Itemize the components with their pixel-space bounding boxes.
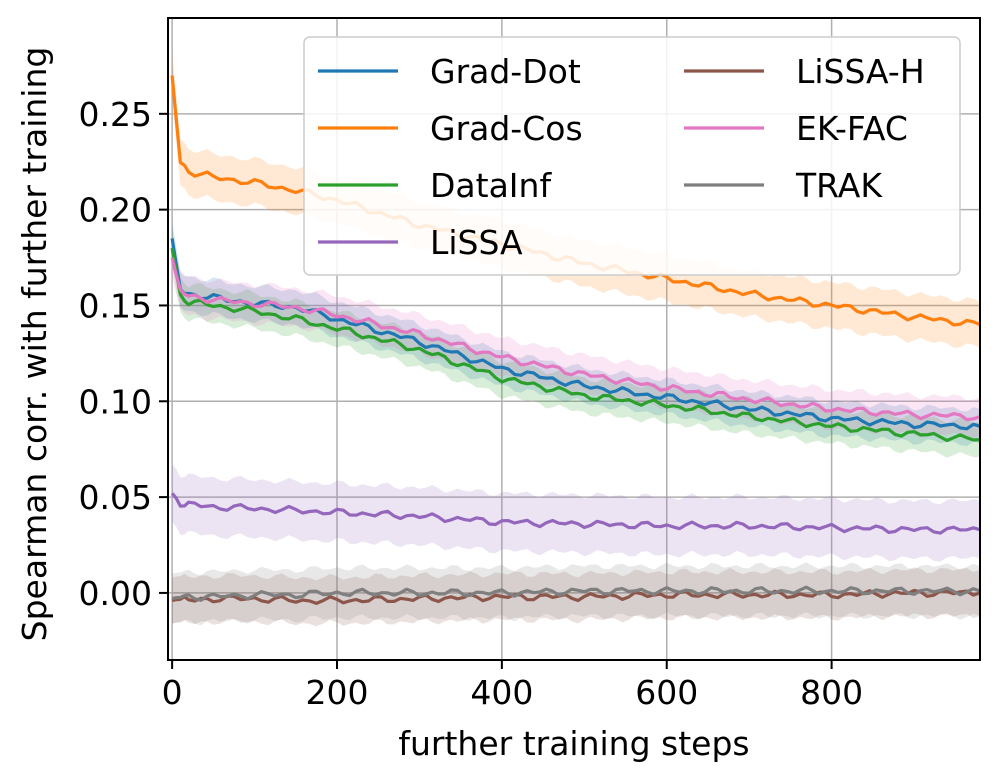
series-lines <box>170 75 981 606</box>
y-tick-label: 0.10 <box>79 382 152 421</box>
series-line-ek-fac <box>170 257 981 422</box>
y-tick-label: 0.00 <box>79 574 152 613</box>
x-tick-label: 400 <box>470 673 533 712</box>
legend-label-datainf: DataInf <box>430 166 552 205</box>
series-line-trak <box>171 585 981 602</box>
y-axis-ticks: 0.00 0.05 0.10 0.15 0.20 0.25 <box>79 95 168 613</box>
band-lissa <box>172 464 981 562</box>
band-trak <box>172 562 981 626</box>
series-line-lissa-h <box>171 588 981 606</box>
x-tick-label: 200 <box>305 673 368 712</box>
legend-label-trak: TRAK <box>795 166 883 205</box>
x-tick-label: 800 <box>800 673 863 712</box>
x-axis-label: further training steps <box>398 724 749 763</box>
series-line-datainf <box>170 247 981 443</box>
y-tick-label: 0.20 <box>79 191 152 230</box>
band-ek-fac <box>172 238 981 439</box>
y-tick-label: 0.25 <box>79 95 152 134</box>
series-line-lissa <box>170 492 981 535</box>
legend-label-lissa-h: LiSSA-H <box>796 52 925 91</box>
x-tick-label: 600 <box>635 673 698 712</box>
legend: Grad-Dot Grad-Cos DataInf LiSSA LiSSA-H EK-FA… <box>303 36 961 276</box>
y-tick-label: 0.15 <box>79 286 152 325</box>
legend-box <box>303 36 961 276</box>
y-axis-label: Spearman corr. with further training <box>15 47 54 642</box>
x-axis-ticks: 0 200 400 600 800 <box>162 660 863 712</box>
plot-frame <box>167 17 981 661</box>
legend-label-lissa: LiSSA <box>430 223 523 262</box>
y-tick-label: 0.05 <box>79 478 152 517</box>
legend-label-grad-cos: Grad-Cos <box>430 109 583 148</box>
band-lissa-h <box>172 567 981 627</box>
legend-label-ek-fac: EK-FAC <box>796 109 908 148</box>
x-tick-label: 0 <box>162 673 183 712</box>
legend-label-grad-dot: Grad-Dot <box>430 52 581 91</box>
